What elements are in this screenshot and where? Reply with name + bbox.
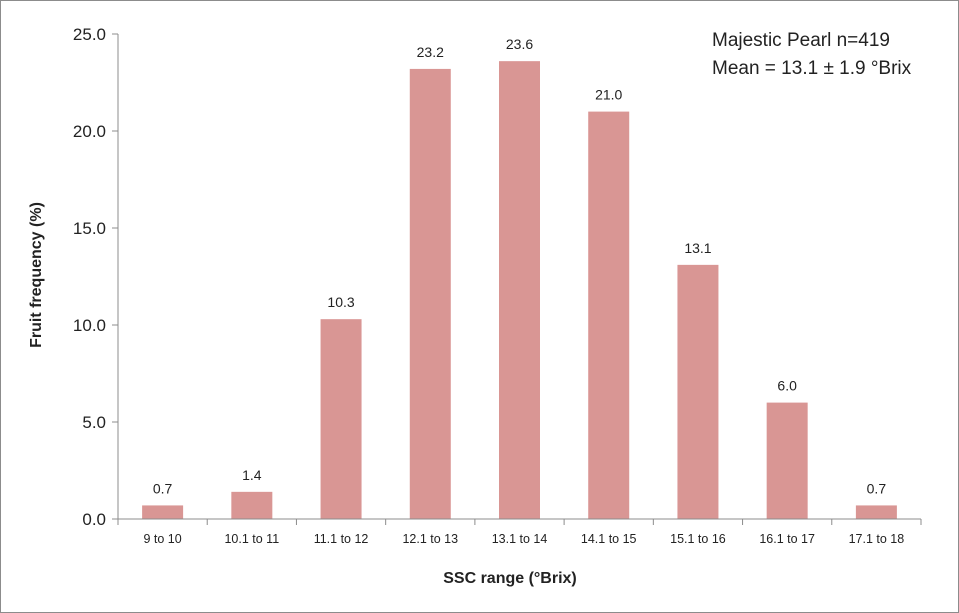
- bar: [588, 111, 630, 519]
- y-axis-title: Fruit frequency (%): [28, 202, 45, 348]
- x-tick-label: 9 to 10: [143, 532, 181, 546]
- x-axis-title: SSC range (°Brix): [443, 570, 577, 587]
- data-label: 10.3: [327, 294, 354, 310]
- x-tick-label: 14.1 to 15: [581, 532, 637, 546]
- bar: [499, 61, 540, 519]
- x-tick-label: 16.1 to 17: [759, 532, 815, 546]
- x-tick-label: 15.1 to 16: [670, 532, 726, 546]
- y-tick-label: 0.0: [82, 510, 106, 529]
- data-label: 23.2: [417, 44, 444, 60]
- annotation-mean: Mean = 13.1 ± 1.9 °Brix: [712, 58, 912, 79]
- x-tick-label: 12.1 to 13: [402, 532, 458, 546]
- y-tick-label: 25.0: [73, 25, 106, 44]
- y-ticks-group: 0.0 5.0 10.0 15.0 20.0 25.0: [73, 25, 118, 529]
- bar: [677, 264, 719, 519]
- x-tick-label: 13.1 to 14: [492, 532, 548, 546]
- data-label: 1.4: [242, 467, 262, 483]
- y-tick-label: 5.0: [82, 413, 106, 432]
- data-labels-group: 0.7 1.4 10.3 23.2 23.6 21.0 13.1 6.0 0.7: [153, 36, 886, 496]
- bar: [231, 491, 273, 519]
- data-label: 0.7: [153, 480, 173, 496]
- bar: [766, 402, 808, 519]
- y-tick-label: 20.0: [73, 122, 106, 141]
- y-tick-label: 15.0: [73, 219, 106, 238]
- bar: [855, 505, 897, 519]
- x-tick-label: 11.1 to 12: [314, 532, 369, 546]
- bars-group: [142, 61, 897, 520]
- bar: [142, 505, 184, 519]
- y-tick-label: 10.0: [73, 316, 106, 335]
- data-label: 23.6: [506, 36, 533, 52]
- x-tick-label: 17.1 to 18: [849, 532, 905, 546]
- bar: [320, 319, 362, 519]
- annotation-title: Majestic Pearl n=419: [712, 30, 890, 51]
- x-tick-label: 10.1 to 11: [224, 532, 279, 546]
- data-label: 0.7: [867, 480, 887, 496]
- x-ticks-group: 9 to 10 10.1 to 11 11.1 to 12 12.1 to 13 13.…: [117, 519, 922, 546]
- data-label: 21.0: [595, 87, 622, 103]
- bar: [409, 68, 451, 520]
- data-label: 13.1: [684, 240, 711, 256]
- data-label: 6.0: [777, 378, 797, 394]
